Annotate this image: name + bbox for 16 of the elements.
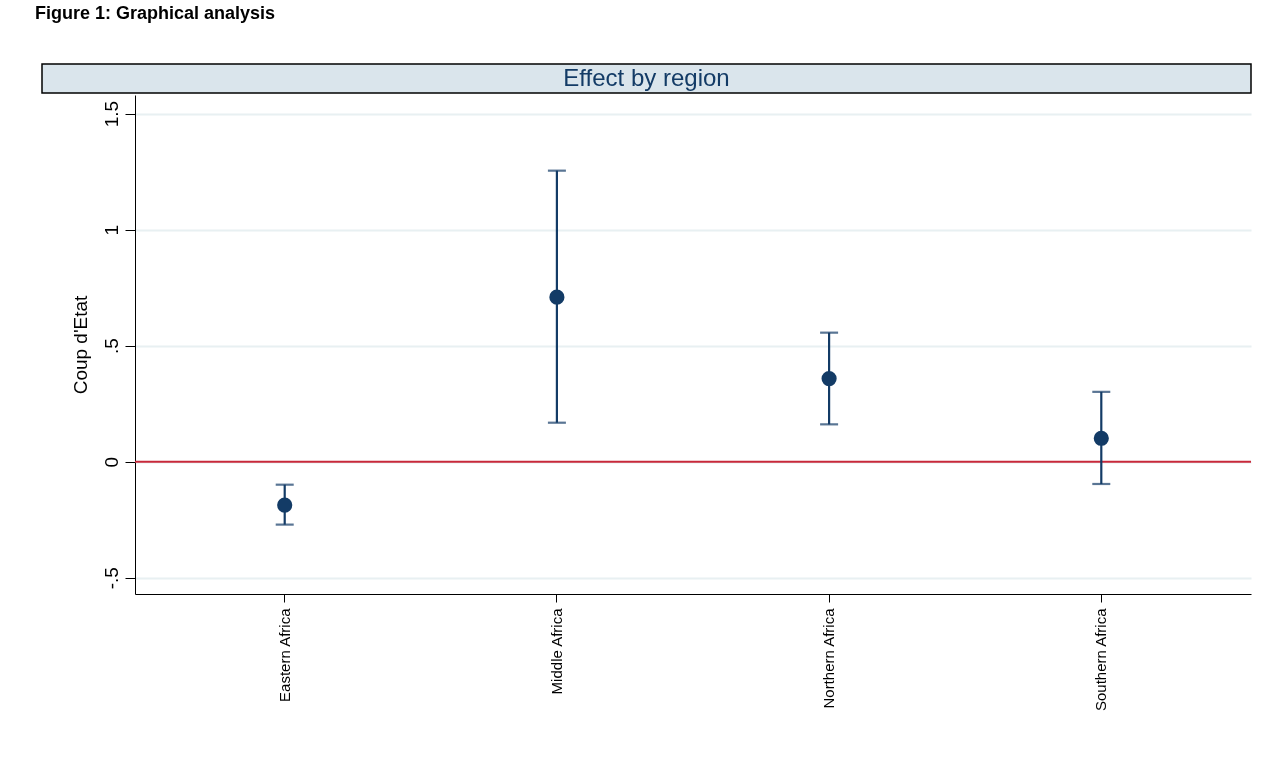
y-tick-label: 0	[100, 456, 122, 468]
x-tick-label: Northern Africa	[820, 607, 838, 709]
point	[821, 371, 837, 387]
x-tick-label: Middle Africa	[547, 607, 565, 695]
y-tick-label: .5	[100, 338, 122, 355]
chart-title: Figure 1: Graphical analysis	[35, 3, 276, 24]
point	[549, 289, 565, 305]
y-tick-label: -.5	[100, 567, 122, 590]
point	[1093, 430, 1109, 446]
y-tick-label: 1.5	[100, 100, 122, 128]
x-tick-label: Eastern Africa	[275, 607, 293, 702]
point	[277, 497, 293, 513]
y-tick-label: 1	[100, 224, 122, 236]
y-axis-title: Coup d'Etat	[69, 294, 91, 395]
x-tick-label: Southern Africa	[1092, 607, 1110, 712]
chart-subtitle: Effect by region	[563, 64, 730, 91]
